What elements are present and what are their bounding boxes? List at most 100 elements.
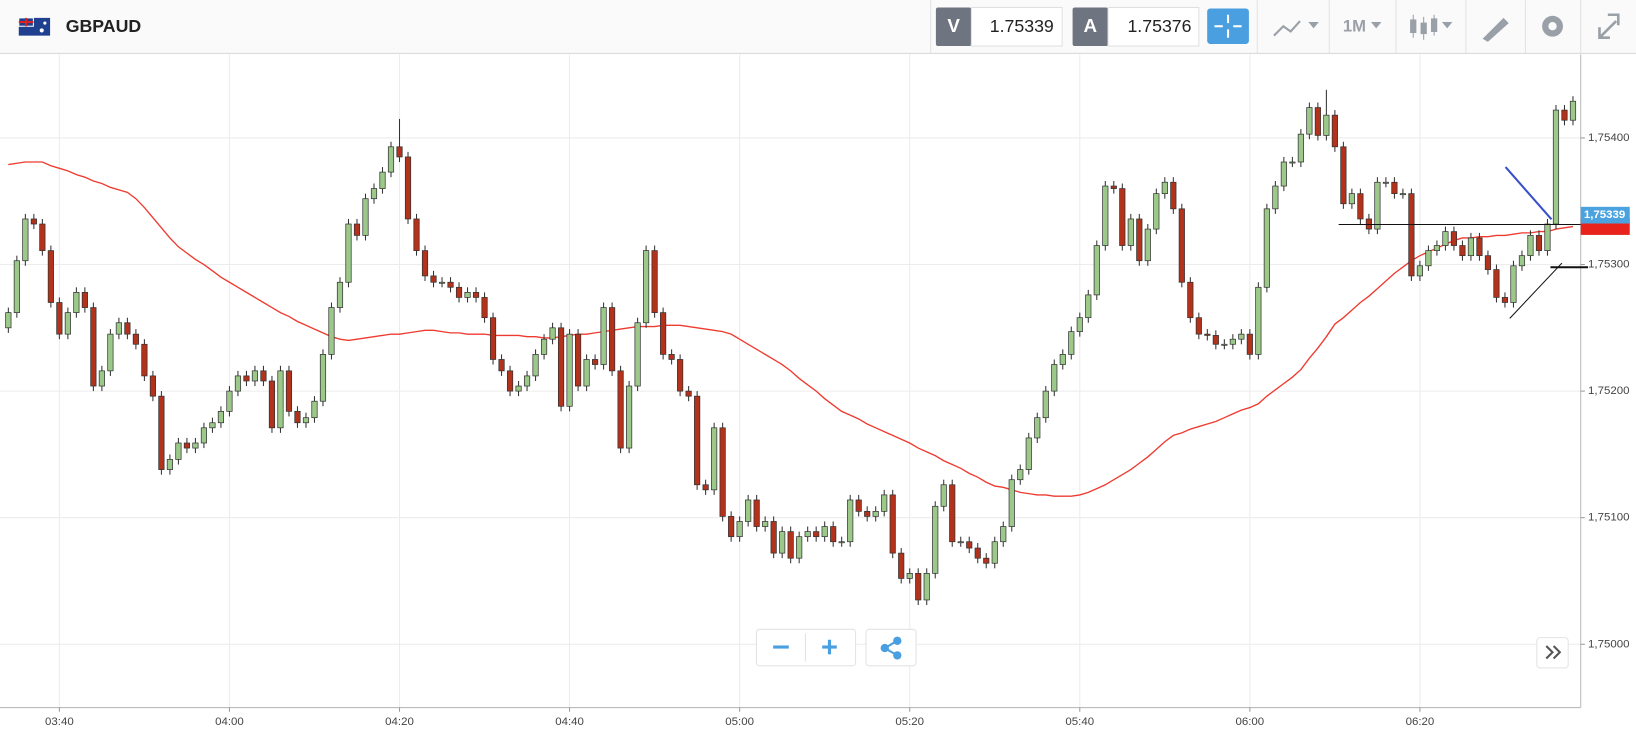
candle-body [881,494,888,512]
share-button[interactable] [865,628,917,667]
drawn-trendline[interactable] [1509,262,1563,319]
candle-body [277,370,284,429]
candle-body [643,250,650,324]
candle-body [319,354,327,402]
candle-body [651,250,658,313]
moving-average [8,161,1574,497]
sell-label: V [947,15,960,36]
buy-label: A [1084,15,1098,36]
candle-body [1110,185,1117,189]
candle-body [1493,269,1500,298]
candle-body [745,499,752,522]
x-tick-label: 05:40 [1065,716,1094,728]
candle-body [1068,331,1075,355]
sell-button[interactable] [935,7,972,47]
candle-body [1204,333,1211,336]
candle-body [1008,479,1015,527]
candle-body [974,547,981,559]
draw-button[interactable] [1482,17,1509,42]
price-marker [1580,206,1630,224]
candle-body [966,541,973,549]
candle-body [940,484,947,507]
candle-type-button[interactable] [1410,14,1453,40]
sell-box [970,6,1063,47]
candle-body [1229,338,1236,345]
candle-body [285,370,293,412]
chart-type-button[interactable] [1273,20,1319,37]
candle-body [1382,181,1389,184]
candle-body [1527,235,1534,257]
candle-body [1323,114,1330,136]
candle-body [132,333,139,345]
candle-body [592,359,599,365]
timeframe[interactable]: 1M [1343,17,1366,36]
crosshair-button[interactable] [1207,8,1249,44]
candle-body [1178,208,1185,283]
drawn-trendline[interactable] [1504,166,1553,220]
candle-body [489,317,497,360]
candle-body [626,385,633,449]
settings-button[interactable] [1542,15,1563,37]
candle-body [98,370,105,387]
candle-body [47,250,54,303]
candle-body [311,400,318,419]
candle-body [574,333,582,387]
candle-body [260,370,267,382]
candle-body [600,307,607,365]
candle-body [481,297,488,319]
candle-body [728,516,735,538]
candle-body [1535,235,1543,251]
candle-body [532,354,539,377]
zoom-controls [755,628,917,667]
y-tick-label: 1,75100 [1588,512,1629,524]
candle-body [1442,231,1449,246]
candle-body [379,171,386,189]
candle-body [158,395,165,470]
candle-body [1042,390,1049,419]
candle-body [506,370,514,392]
candle-body [694,395,701,486]
candle-body [1102,185,1109,246]
candle-body [1161,181,1168,195]
scroll-right-button[interactable] [1536,637,1569,669]
candle-body [1051,364,1058,392]
candle-body [30,218,37,225]
candle-body [183,442,190,449]
candle-body [983,557,990,564]
candle-body [838,541,845,544]
candle-body [557,327,565,407]
candle-body [1391,181,1398,195]
timeframe-caret [1370,22,1382,29]
candle-body [64,312,71,335]
candle-body [447,281,454,288]
candle-body [1136,218,1143,262]
buy-button[interactable] [1072,7,1109,47]
candle-body [1467,237,1475,257]
candle-body [719,427,726,517]
plot-area [0,54,1581,708]
candle-body [1093,245,1100,296]
candle-body [889,494,896,554]
candle-body [864,510,871,517]
candle-body [1476,237,1483,257]
candle-body [1153,193,1160,230]
candle-body [251,370,259,382]
candle-body [1212,335,1219,345]
candle-body [362,198,369,236]
candle-body [1518,255,1526,267]
candle-body [736,521,743,538]
candle-body [107,333,114,372]
candle-body [498,359,505,372]
fullscreen-button[interactable] [1598,13,1620,40]
candle-body [1280,161,1287,187]
x-tick-label: 06:00 [1235,716,1264,728]
candle-body [396,146,403,158]
buy-box [1107,6,1200,47]
candle-body [141,343,148,377]
candle-body [209,422,216,429]
candle-body [217,410,225,424]
candle-body [5,312,12,329]
zoom-in[interactable] [822,639,837,655]
candle-body [13,260,20,313]
candle-body [906,573,913,579]
